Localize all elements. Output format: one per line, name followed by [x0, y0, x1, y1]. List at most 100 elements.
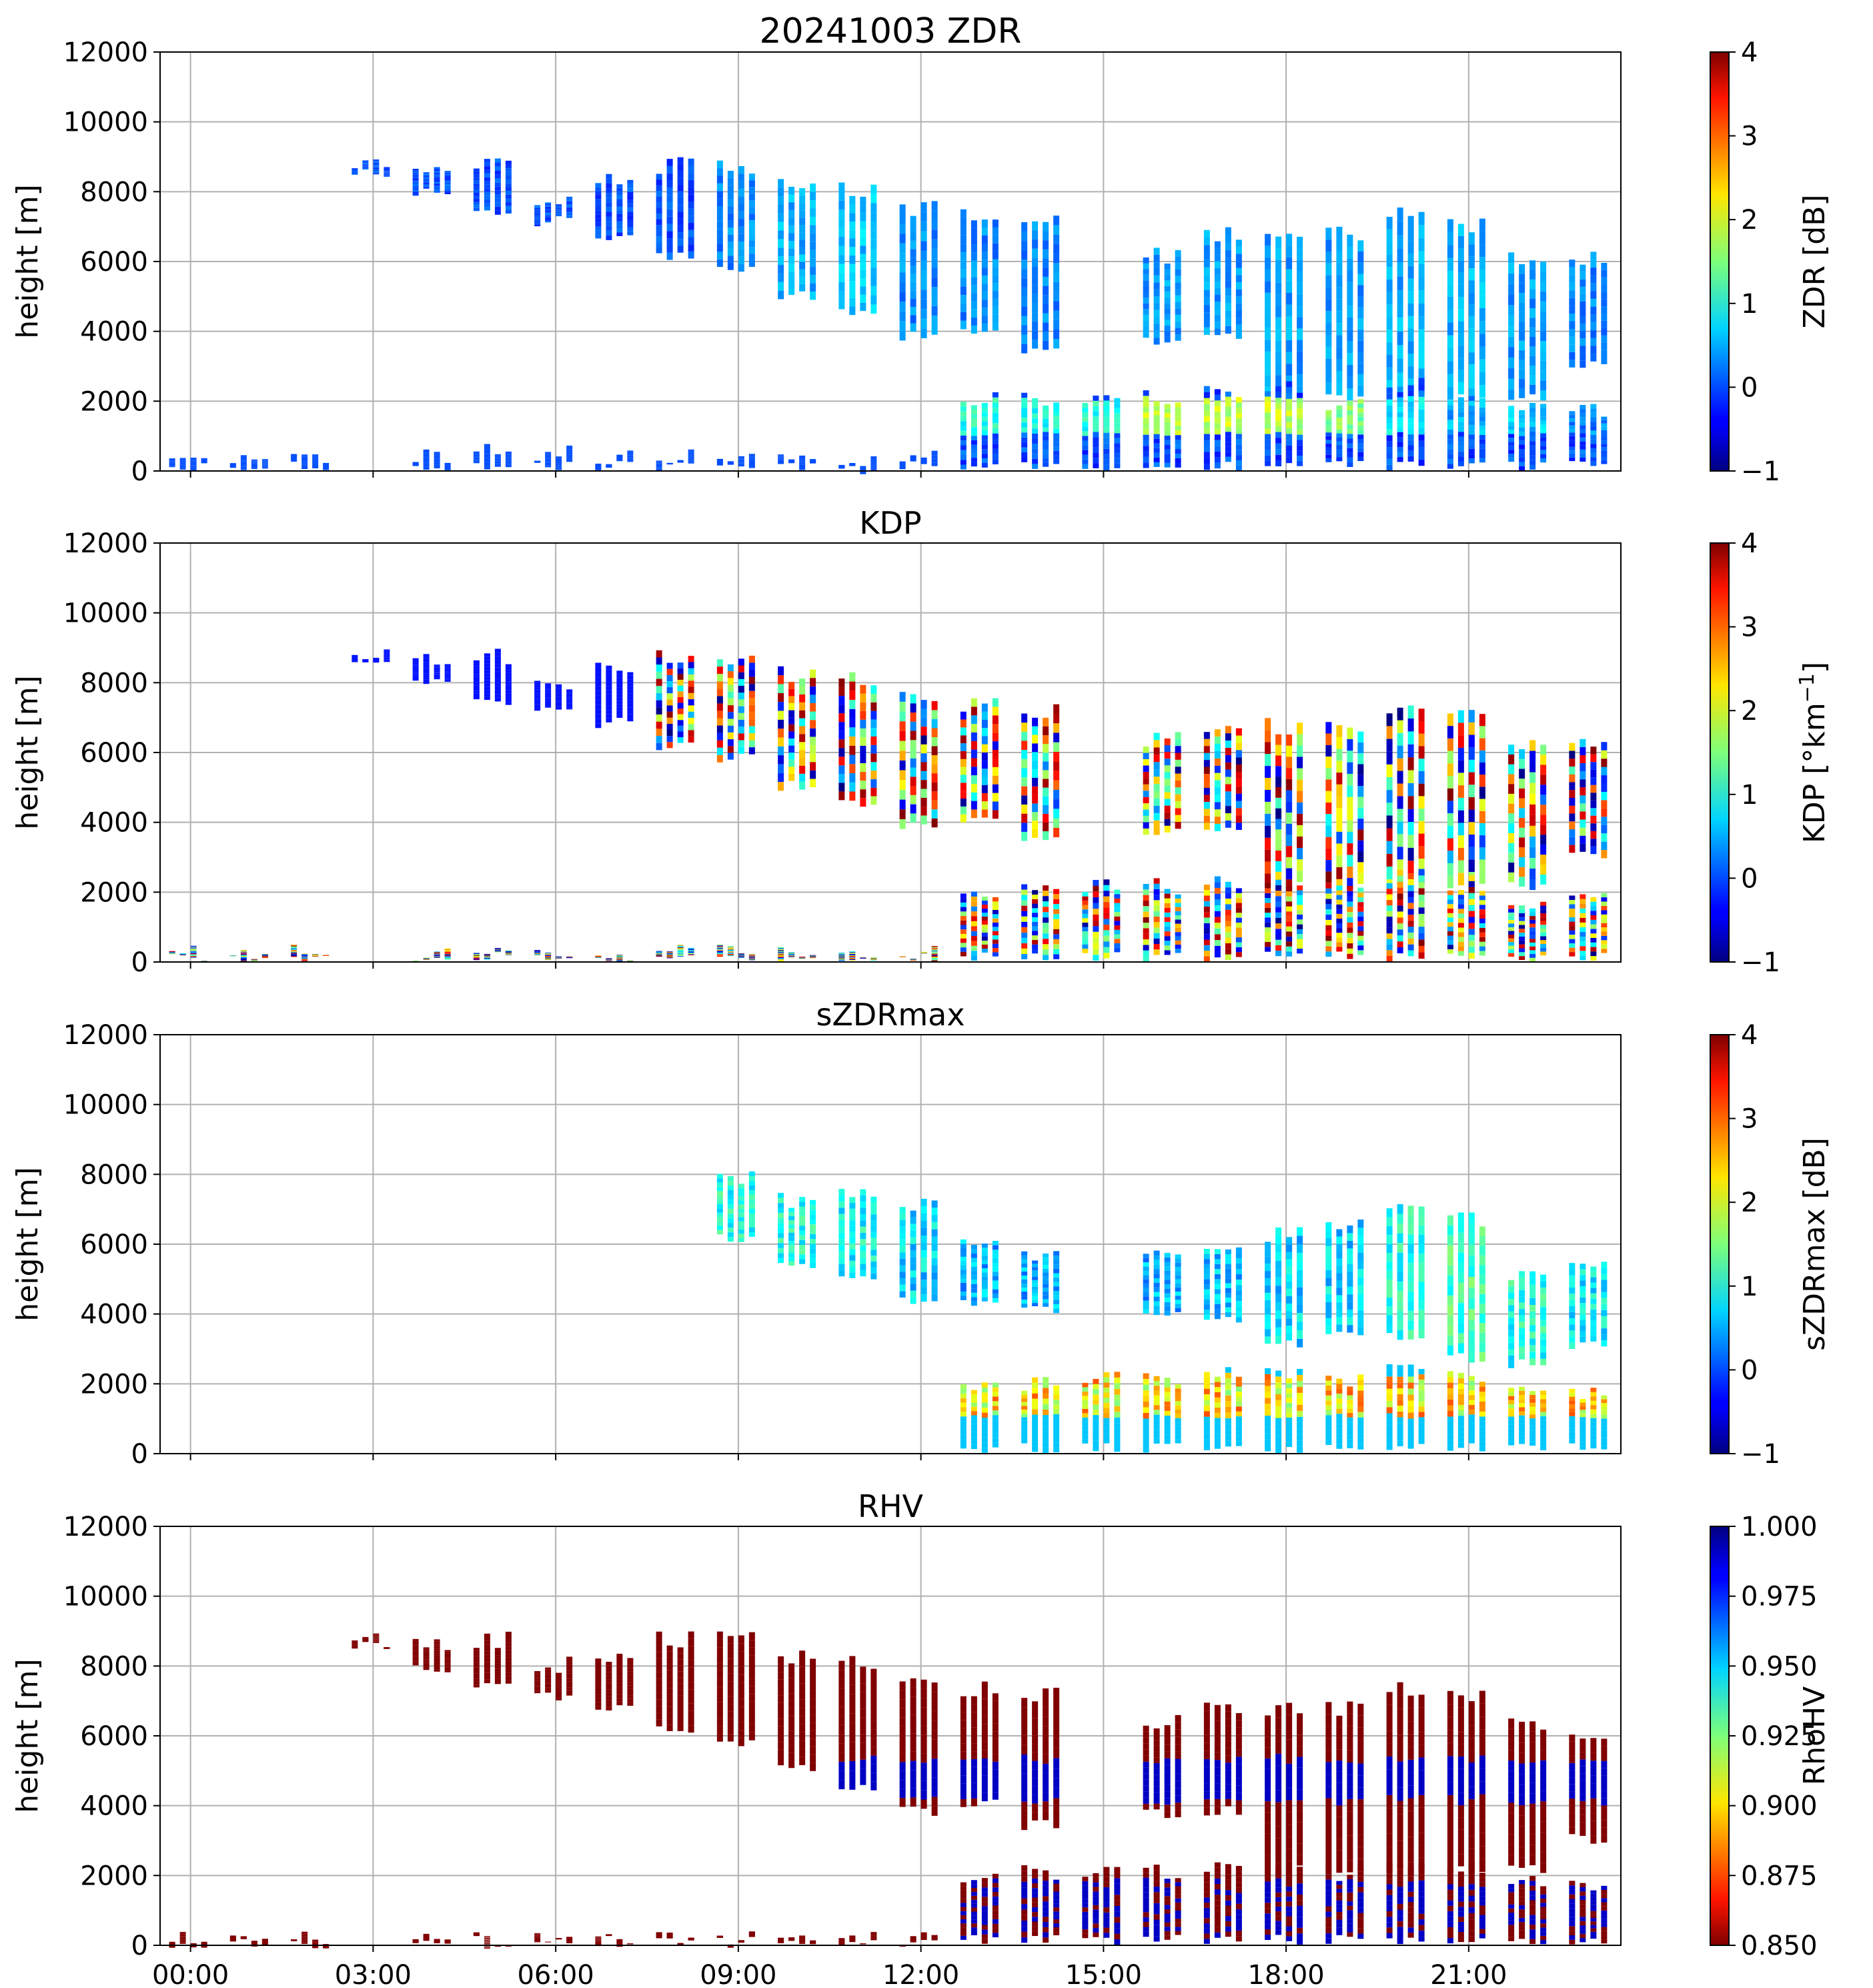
echo-cell	[595, 667, 602, 672]
echo-cell	[545, 202, 552, 204]
echo-cell	[312, 454, 319, 456]
echo-cell	[1508, 863, 1515, 873]
echo-cell	[778, 454, 784, 456]
echo-cell	[899, 721, 906, 731]
echo-cell	[1043, 939, 1049, 945]
echo-cell	[1529, 939, 1536, 943]
echo-cell	[545, 213, 552, 215]
echo-cell	[1590, 924, 1597, 929]
echo-cell	[606, 202, 612, 207]
echo-cell	[931, 325, 938, 335]
echo-cell	[666, 711, 673, 718]
echo-cell	[1397, 422, 1403, 428]
echo-cell	[931, 728, 938, 738]
echo-cell	[1580, 827, 1586, 836]
echo-cell	[748, 747, 755, 755]
echo-cell	[981, 416, 988, 422]
echo-cell	[444, 192, 451, 195]
echo-cell	[1468, 244, 1475, 257]
echo-cell	[1275, 449, 1282, 455]
echo-cell	[971, 896, 977, 902]
echo-cell	[1601, 800, 1608, 809]
echo-cell	[301, 466, 308, 467]
echo-cell	[1325, 837, 1332, 849]
echo-cell	[545, 219, 552, 221]
echo-cell	[981, 444, 988, 450]
echo-cell	[738, 726, 744, 734]
echo-cell	[423, 461, 430, 463]
echo-cell	[1347, 896, 1353, 902]
echo-cell	[992, 251, 999, 260]
echo-cell	[179, 466, 186, 468]
echo-cell	[1021, 427, 1028, 433]
echo-cell	[556, 696, 562, 699]
echo-cell	[981, 921, 988, 925]
echo-cell	[1347, 364, 1353, 377]
echo-cell	[971, 309, 977, 318]
echo-cell	[931, 306, 938, 316]
echo-cell	[910, 459, 916, 460]
echo-cell	[616, 674, 623, 678]
echo-cell	[677, 696, 684, 703]
echo-cell	[727, 664, 734, 672]
echo-cell	[1043, 917, 1049, 923]
echo-cell	[960, 951, 967, 957]
echo-cell	[545, 458, 552, 460]
echo-cell	[494, 648, 501, 653]
echo-cell	[534, 223, 541, 225]
echo-cell	[738, 1200, 744, 1205]
echo-cell	[1407, 847, 1414, 861]
echo-cell	[1082, 417, 1089, 422]
echo-cell	[362, 166, 369, 167]
echo-cell	[899, 465, 906, 466]
echo-cell	[556, 688, 562, 690]
echo-cell	[960, 775, 967, 783]
echo-cell	[190, 954, 197, 955]
echo-cell	[566, 196, 573, 199]
echo-cell	[1214, 417, 1221, 424]
echo-cell	[1529, 318, 1536, 328]
echo-cell	[799, 460, 806, 461]
echo-cell	[384, 169, 390, 171]
echo-cell	[1214, 412, 1221, 418]
echo-cell	[1043, 901, 1049, 907]
echo-cell	[1286, 387, 1293, 394]
echo-cell	[778, 947, 784, 949]
echo-cell	[1457, 272, 1464, 285]
echo-cell	[931, 700, 938, 710]
echo-cell	[727, 739, 734, 747]
echo-cell	[1275, 755, 1282, 767]
echo-cell	[1153, 889, 1160, 895]
echo-cell	[1479, 372, 1485, 386]
echo-cell	[1032, 418, 1039, 424]
echo-cell	[1032, 464, 1039, 469]
echo-cell	[1397, 304, 1403, 318]
echo-cell	[434, 677, 440, 678]
echo-cell	[738, 460, 744, 462]
echo-cell	[1540, 446, 1547, 450]
echo-cell	[1601, 750, 1608, 759]
echo-cell	[1590, 785, 1597, 793]
echo-cell	[566, 696, 573, 698]
echo-cell	[992, 448, 999, 454]
echo-cell	[1418, 875, 1425, 882]
echo-cell	[1053, 329, 1060, 340]
echo-cell	[860, 221, 866, 229]
echo-cell	[931, 457, 938, 459]
echo-cell	[1297, 802, 1303, 814]
echo-cell	[1519, 440, 1525, 445]
echo-cell	[1032, 398, 1039, 404]
echo-cell	[838, 957, 845, 959]
echo-cell	[666, 717, 673, 724]
echo-cell	[1153, 949, 1160, 955]
echo-cell	[778, 702, 784, 711]
echo-cell	[1580, 787, 1586, 796]
echo-cell	[870, 268, 877, 277]
echo-cell	[1601, 919, 1608, 923]
echo-cell	[1214, 400, 1221, 406]
echo-cell	[1325, 239, 1332, 252]
echo-cell	[1325, 421, 1332, 426]
y-tick-label: 12000	[63, 37, 148, 68]
echo-cell	[1590, 291, 1597, 299]
echo-cell	[1265, 269, 1271, 282]
